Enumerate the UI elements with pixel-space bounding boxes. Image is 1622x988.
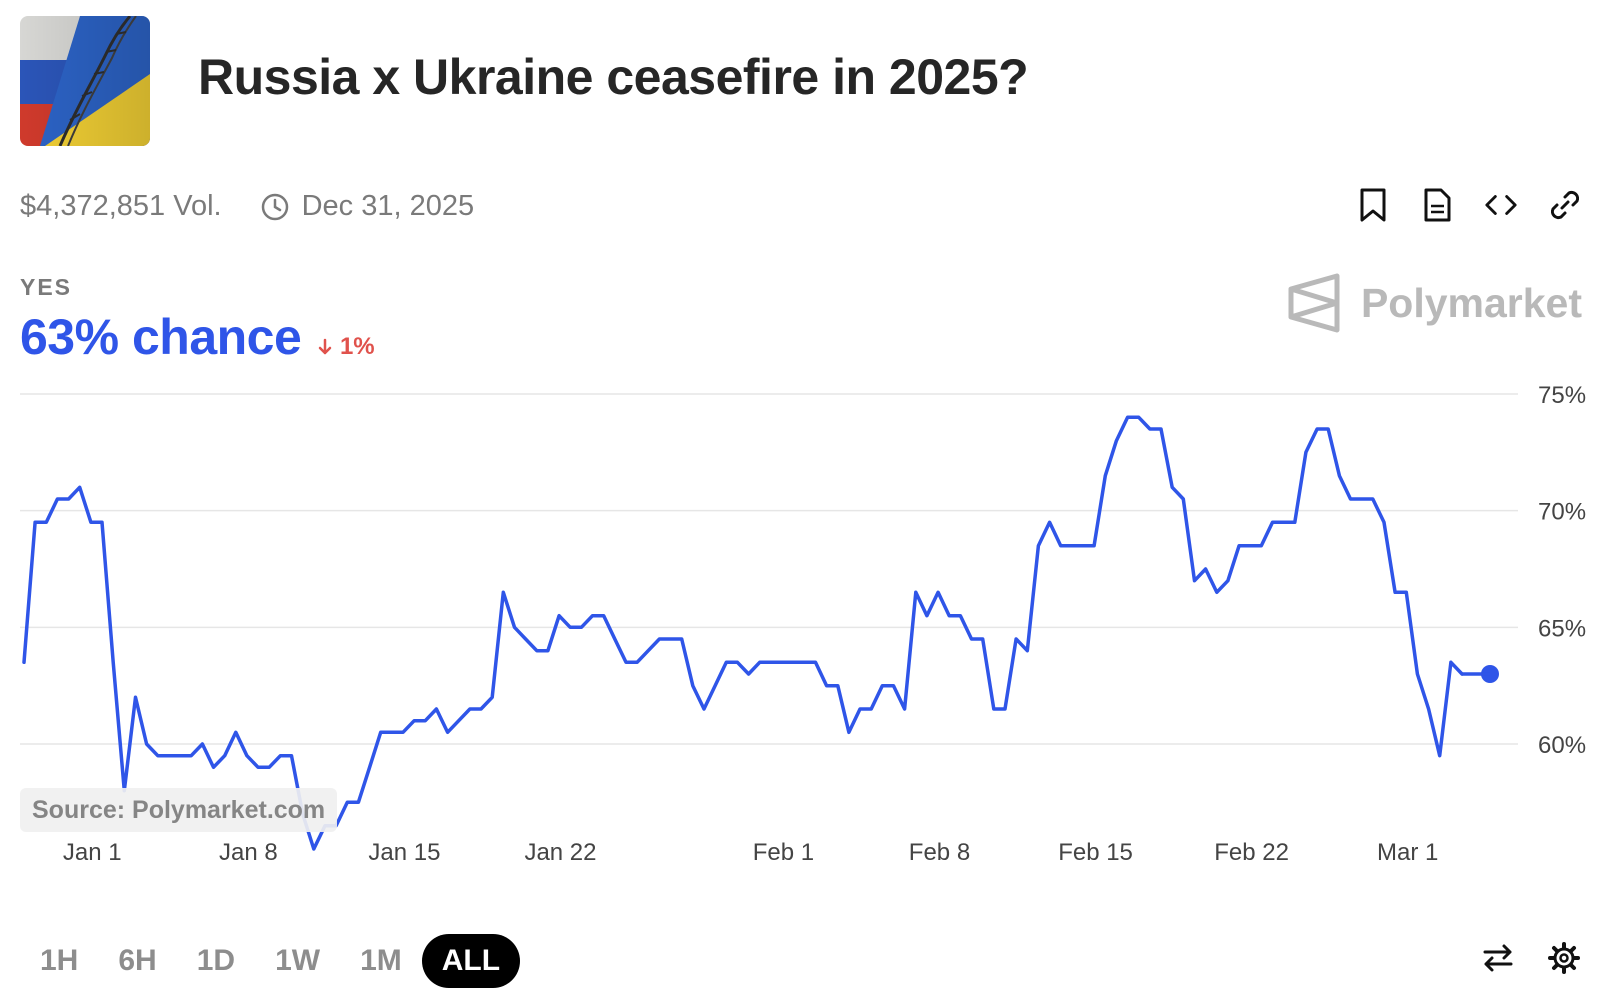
x-tick-label: Jan 8 [219,839,278,866]
range-button-1d[interactable]: 1D [196,944,236,977]
x-tick-label: Jan 22 [524,839,596,866]
x-tick-label: Jan 15 [368,839,440,866]
code-icon[interactable] [1484,186,1518,224]
volume-text: $4,372,851 Vol. [20,190,222,222]
series-line-yes [22,415,1464,851]
range-button-1h[interactable]: 1H [40,944,79,977]
market-thumbnail [20,16,150,146]
outcome-label: YES [20,274,73,300]
range-button-1w[interactable]: 1W [275,944,321,977]
x-tick-label: Feb 15 [1058,839,1133,866]
x-tick-label: Mar 1 [1377,839,1438,866]
polymarket-wordmark: Polymarket [1360,279,1582,326]
brand-watermark: Polymarket [1287,272,1582,334]
x-tick-label: Feb 8 [909,839,970,866]
price-chart[interactable]: 75% 70% 65% 60% Jan 1 Jan 8 Jan 15 Jan 22 Feb 1 F… [0,370,1622,890]
source-label: Source: Polymarket.com [20,788,338,832]
change-indicator: 1% [317,333,375,361]
change-value: 1% [339,333,375,360]
probability-display: 63% chance 1% [20,308,375,366]
y-tick-label: 60% [1538,732,1586,759]
end-date-text: Dec 31, 2025 [301,190,475,222]
y-tick-label: 75% [1538,382,1586,409]
swap-icon[interactable] [1480,940,1516,976]
range-button-6h[interactable]: 6H [118,944,157,977]
chart-tools [1480,940,1582,976]
x-tick-label: Feb 1 [753,839,814,866]
x-tick-label: Feb 22 [1214,839,1289,866]
x-tick-label: Jan 1 [63,839,122,866]
link-icon[interactable] [1548,186,1582,224]
polymarket-logo-icon [1288,273,1340,333]
clock-icon [260,192,290,222]
market-title: Russia x Ukraine ceasefire in 2025? [198,49,1029,105]
bookmark-icon[interactable] [1356,186,1390,224]
range-button-all[interactable]: ALL [421,934,521,988]
action-toolbar [1356,186,1582,224]
time-range-selector: 1H 6H 1D 1W 1M ALL [20,934,521,988]
gear-icon[interactable] [1546,940,1582,976]
y-tick-label: 70% [1538,499,1586,526]
range-button-1m[interactable]: 1M [360,944,402,977]
y-tick-label: 65% [1538,615,1586,642]
market-meta: $4,372,851 Vol. Dec 31, 2025 [20,190,474,223]
document-icon[interactable] [1420,186,1454,224]
arrow-down-icon [319,338,332,355]
probability-value: 63% chance [20,309,302,365]
